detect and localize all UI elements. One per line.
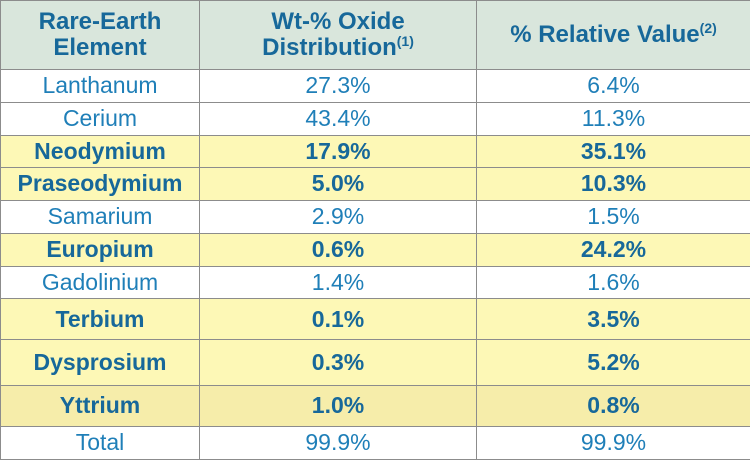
table-row: Terbium 0.1% 3.5% [1,299,750,340]
cell-rel: 11.3% [477,102,750,135]
cell-element: Cerium [1,102,200,135]
header-element-line2: Element [1,35,199,61]
header-row: Rare-Earth Element Wt-% Oxide Distributi… [1,1,750,70]
table-row: Neodymium 17.9% 35.1% [1,135,750,168]
header-wt-distribution: Wt-% Oxide Distribution(1) [200,1,477,70]
cell-element: Neodymium [1,135,200,168]
cell-wt: 0.6% [200,233,477,266]
cell-element: Yttrium [1,385,200,426]
table-row: Gadolinium 1.4% 1.6% [1,266,750,299]
header-rel-label: % Relative Value [510,21,699,48]
cell-element: Samarium [1,201,200,234]
cell-rel: 1.5% [477,201,750,234]
cell-rel: 10.3% [477,168,750,201]
table-row: Praseodymium 5.0% 10.3% [1,168,750,201]
cell-rel: 6.4% [477,70,750,103]
cell-rel: 3.5% [477,299,750,340]
cell-element: Praseodymium [1,168,200,201]
header-wt-line2: Distribution [262,34,397,61]
cell-rel: 24.2% [477,233,750,266]
table-row: Europium 0.6% 24.2% [1,233,750,266]
cell-rel: 99.9% [477,427,750,460]
cell-wt: 27.3% [200,70,477,103]
cell-element: Dysprosium [1,340,200,385]
header-wt-line2-wrap: Distribution(1) [200,35,476,61]
cell-wt: 1.0% [200,385,477,426]
cell-wt: 5.0% [200,168,477,201]
cell-wt: 0.1% [200,299,477,340]
header-element-line1: Rare-Earth [1,9,199,35]
table-row-total: Total 99.9% 99.9% [1,427,750,460]
header-relative-value: % Relative Value(2) [477,1,750,70]
cell-element: Lanthanum [1,70,200,103]
cell-rel: 35.1% [477,135,750,168]
table-row: Samarium 2.9% 1.5% [1,201,750,234]
table-header: Rare-Earth Element Wt-% Oxide Distributi… [1,1,750,70]
table-body: Lanthanum 27.3% 6.4% Cerium 43.4% 11.3% … [1,70,750,460]
table-row: Cerium 43.4% 11.3% [1,102,750,135]
cell-element: Europium [1,233,200,266]
cell-wt: 99.9% [200,427,477,460]
cell-rel: 1.6% [477,266,750,299]
header-rel-footnote: (2) [700,20,717,36]
cell-element: Gadolinium [1,266,200,299]
header-wt-line1: Wt-% Oxide [200,9,476,35]
table-row: Yttrium 1.0% 0.8% [1,385,750,426]
cell-wt: 1.4% [200,266,477,299]
cell-rel: 0.8% [477,385,750,426]
cell-wt: 43.4% [200,102,477,135]
header-wt-footnote: (1) [397,33,414,49]
cell-element: Terbium [1,299,200,340]
cell-element: Total [1,427,200,460]
header-element: Rare-Earth Element [1,1,200,70]
table-row: Lanthanum 27.3% 6.4% [1,70,750,103]
table-row: Dysprosium 0.3% 5.2% [1,340,750,385]
cell-rel: 5.2% [477,340,750,385]
cell-wt: 2.9% [200,201,477,234]
cell-wt: 17.9% [200,135,477,168]
cell-wt: 0.3% [200,340,477,385]
